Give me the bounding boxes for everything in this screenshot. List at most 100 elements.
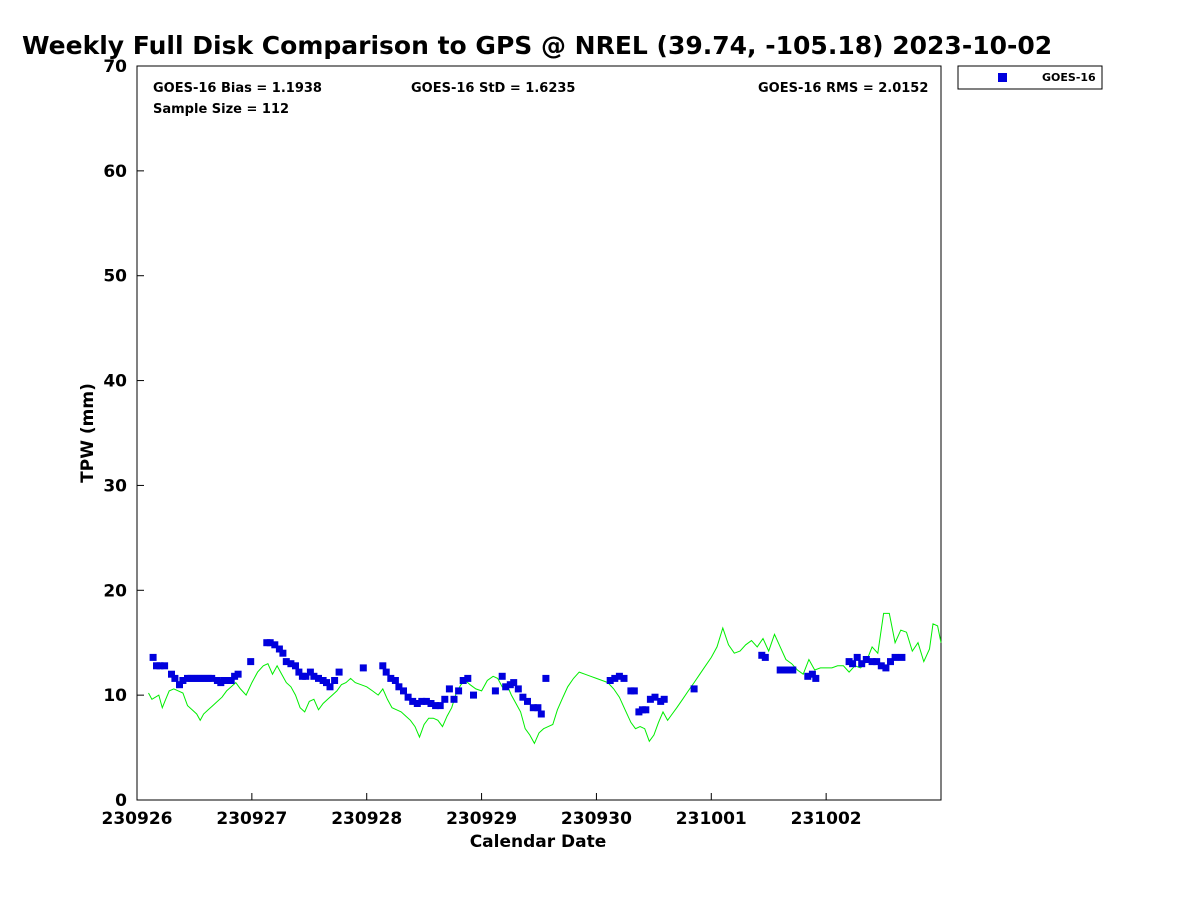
goes-point: [404, 693, 412, 701]
goes-point: [331, 677, 339, 684]
goes-point: [882, 664, 890, 672]
goes-point: [524, 697, 531, 705]
rms-stat: GOES-16 RMS = 2.0152: [758, 81, 928, 96]
goes-point: [395, 683, 403, 691]
goes-point: [208, 674, 216, 682]
goes-point: [542, 674, 550, 682]
goes-point: [335, 668, 343, 676]
goes-point: [891, 653, 899, 661]
goes-point: [441, 695, 449, 703]
goes-point: [391, 677, 399, 684]
goes-point: [459, 677, 467, 684]
goes-point: [302, 672, 310, 680]
x-tick-label: 230926: [102, 809, 173, 829]
goes-point: [690, 685, 698, 693]
y-tick-label: 30: [103, 476, 127, 496]
goes-point: [176, 681, 183, 689]
y-tick-label: 50: [103, 267, 127, 287]
goes-point: [382, 668, 390, 676]
goes-point: [606, 677, 614, 684]
goes-point: [858, 660, 866, 668]
goes-point: [275, 645, 283, 653]
goes-point: [266, 639, 274, 647]
goes-point: [413, 700, 421, 707]
goes-point: [868, 658, 876, 666]
goes-point: [427, 700, 435, 707]
legend-label-goes: GOES-16: [1042, 71, 1096, 84]
y-tick-label: 70: [103, 57, 127, 77]
goes-point: [168, 670, 175, 678]
goes-point: [784, 666, 792, 674]
goes-point: [849, 660, 857, 668]
y-axis-label: TPW (mm): [78, 383, 98, 483]
goes-point: [853, 653, 861, 661]
legend: GOES-16: [957, 65, 1103, 90]
y-tick-label: 20: [103, 581, 127, 601]
goes-point: [537, 710, 545, 718]
sample-size-stat: Sample Size = 112: [153, 102, 289, 117]
goes-point: [292, 662, 299, 670]
goes-point: [171, 674, 179, 682]
goes-point: [247, 658, 255, 666]
goes-point: [450, 695, 458, 703]
goes-point: [464, 674, 472, 682]
goes-point: [323, 679, 330, 687]
plot-frame: [136, 65, 942, 801]
goes-point: [887, 658, 894, 666]
goes-point: [149, 653, 157, 661]
goes-point: [514, 685, 522, 693]
x-tick-label: 231001: [676, 809, 747, 829]
legend-box: [957, 65, 1103, 90]
goes-point: [156, 662, 164, 670]
goes-point: [445, 685, 453, 693]
goes-point: [295, 668, 303, 676]
goes-point: [409, 697, 417, 705]
y-axis: 0 10 20 30 40 50 60 70: [103, 57, 144, 811]
goes-point: [529, 704, 537, 712]
x-tick-label: 230927: [216, 809, 287, 829]
legend-marker-goes: [998, 73, 1007, 82]
chart-title: Weekly Full Disk Comparison to GPS @ NRE…: [22, 31, 1052, 60]
goes-point: [862, 656, 870, 663]
x-tick-label: 230929: [446, 809, 517, 829]
goes-point: [418, 697, 426, 705]
goes-point: [379, 662, 387, 670]
goes-point: [615, 672, 623, 680]
std-stat: GOES-16 StD = 1.6235: [411, 81, 575, 96]
goes-point: [470, 691, 477, 699]
goes-point: [502, 683, 510, 691]
y-tick-label: 40: [103, 372, 127, 392]
goes-point: [432, 702, 440, 710]
x-tick-label: 230930: [561, 809, 632, 829]
goes-point: [400, 687, 407, 695]
goes-point: [179, 677, 187, 684]
y-tick-label: 0: [115, 791, 127, 811]
x-axis-label: Calendar Date: [470, 832, 607, 852]
goes-point: [812, 674, 820, 682]
goes-point: [642, 706, 650, 714]
goes-point: [761, 653, 769, 661]
goes-point: [455, 687, 463, 695]
y-tick-label: 10: [103, 686, 127, 706]
goes-point: [491, 687, 499, 695]
goes-point: [227, 677, 235, 684]
x-tick-label: 231002: [791, 809, 862, 829]
goes-point: [630, 687, 638, 695]
x-tick-label: 230928: [331, 809, 402, 829]
goes-series: [149, 639, 906, 718]
bias-stat: GOES-16 Bias = 1.1938: [153, 81, 322, 96]
goes-point: [387, 674, 395, 682]
goes-point: [498, 672, 506, 680]
goes-point: [234, 670, 242, 678]
goes-point: [808, 670, 816, 678]
goes-point: [873, 658, 881, 666]
goes-point: [287, 660, 295, 668]
goes-point: [519, 693, 527, 701]
goes-point: [306, 668, 314, 676]
goes-point: [611, 674, 619, 682]
goes-point: [651, 693, 659, 701]
goes-point: [646, 695, 654, 703]
goes-point: [776, 666, 784, 674]
